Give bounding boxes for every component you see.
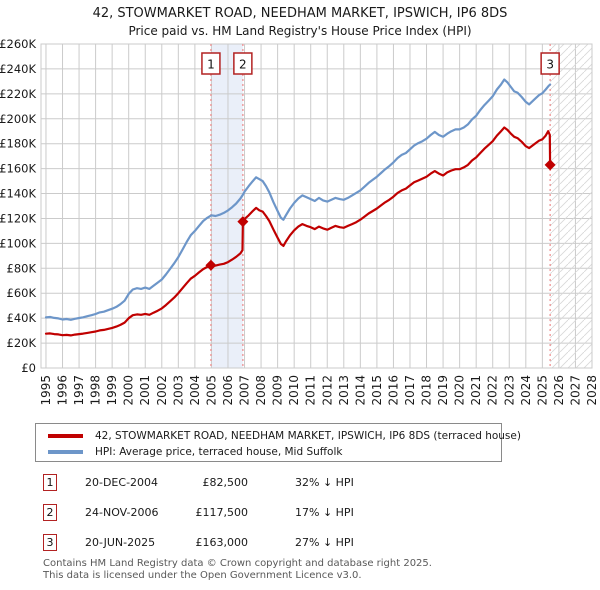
footer-line-1: Contains HM Land Registry data © Crown c… [43,558,432,569]
x-axis-label: 2025 [535,375,549,406]
y-axis-label: £40K [7,311,37,325]
y-axis-label: £100K [0,236,36,250]
x-axis-label: 2027 [568,375,582,406]
transaction-2-date: 24-NOV-2006 [85,506,159,519]
y-axis-label: £0 [21,361,36,375]
y-axis-label: £60K [7,286,37,300]
x-axis-label: 2012 [320,375,334,406]
marker-label-box [233,52,253,75]
y-axis-label: £240K [0,62,36,76]
x-axis-label: 2017 [403,375,417,406]
transaction-3-marker-box: 3 [43,534,57,551]
x-axis-label: 2015 [370,375,384,406]
y-axis-label: £120K [0,211,36,225]
x-axis-label: 2016 [386,375,400,406]
transaction-1-hpi-delta: 32% ↓ HPI [295,476,354,489]
chart-legend: 42, STOWMARKET ROAD, NEEDHAM MARKET, IPS… [35,423,521,462]
x-axis-label: 2014 [353,375,367,406]
marker-label: 1 [207,58,215,72]
x-axis-label: 2005 [204,375,218,406]
x-axis-label: 2018 [420,375,434,406]
x-axis-label: 2020 [453,375,467,406]
x-axis-label: 1998 [89,375,103,406]
sale-point-diamond [544,159,556,171]
marker-label: 2 [239,58,247,72]
legend-item-property: 42, STOWMARKET ROAD, NEEDHAM MARKET, IPS… [48,428,521,444]
x-axis-label: 2026 [552,375,566,406]
future-hatch-region [550,44,592,368]
x-axis-label: 2013 [337,375,351,406]
transaction-2-price: £117,500 [195,506,249,519]
x-axis-label: 2001 [138,375,152,406]
x-axis-label: 2009 [271,375,285,406]
x-axis-label: 2021 [469,375,483,406]
x-axis-label: 1995 [39,375,53,406]
sale-point-diamond [205,259,217,271]
y-axis-label: £220K [0,87,36,101]
license-footer: Contains HM Land Registry data © Crown c… [43,558,432,582]
sale-point-diamond [237,216,249,228]
page-subtitle: Price paid vs. HM Land Registry's House … [128,24,472,38]
transaction-3-hpi-delta: 27% ↓ HPI [295,536,354,549]
y-axis-label: £80K [7,261,37,275]
hpi-line [44,78,552,321]
x-axis-label: 1996 [56,375,70,406]
transaction-2-marker-box: 2 [43,504,57,521]
marker-label: 3 [546,58,554,72]
y-axis-label: £20K [7,336,37,350]
x-axis-label: 2006 [221,375,235,406]
hpi-line-swatch [48,450,83,454]
x-axis-label: 2004 [188,375,202,406]
transaction-3-price: £163,000 [195,536,249,549]
x-axis-label: 2022 [486,375,500,406]
x-axis-label: 2002 [155,375,169,406]
price-chart-svg: £0 £20K £40K £60K £80K £100K £120K £140K £160K £1… [0,37,599,406]
transaction-1-marker-box: 1 [43,474,57,491]
x-axis-label: 1997 [72,375,86,406]
property-line-swatch [48,434,83,438]
sale-period-band [210,44,243,368]
x-axis-label: 2007 [238,375,252,406]
legend-label-property: 42, STOWMARKET ROAD, NEEDHAM MARKET, IPS… [95,430,521,442]
transaction-row-3: 3 20-JUN-2025 £163,000 27% ↓ HPI [0,534,600,554]
legend-label-hpi: HPI: Average price, terraced house, Mid … [95,446,343,458]
x-axis-label: 2008 [254,375,268,406]
property-price-line [44,126,552,337]
transaction-row-2: 2 24-NOV-2006 £117,500 17% ↓ HPI [0,504,600,524]
x-axis-label: 2023 [502,375,516,406]
transaction-1-date: 20-DEC-2004 [85,476,159,489]
transaction-1-price: £82,500 [202,476,249,489]
page-title: 42, STOWMARKET ROAD, NEEDHAM MARKET, IPS… [92,6,508,21]
x-axis-label: 2000 [122,375,136,406]
y-axis-label: £160K [0,162,36,176]
y-axis-label: £260K [0,37,36,51]
x-axis-label: 1999 [105,375,119,406]
x-axis-label: 2011 [304,375,318,406]
x-axis-label: 2003 [171,375,185,406]
transaction-2-hpi-delta: 17% ↓ HPI [295,506,354,519]
marker-label-box [540,52,560,75]
y-axis-label: £140K [0,187,36,201]
x-axis-label: 2010 [287,375,301,406]
legend-item-hpi: HPI: Average price, terraced house, Mid … [48,444,501,460]
y-axis-label: £180K [0,137,36,151]
transaction-row-1: 1 20-DEC-2004 £82,500 32% ↓ HPI [0,474,600,494]
x-axis-label: 2019 [436,375,450,406]
x-axis-label: 2028 [585,375,599,406]
transaction-3-date: 20-JUN-2025 [85,536,156,549]
marker-label-box [201,52,221,75]
x-axis-label: 2024 [519,375,533,406]
y-axis-label: £200K [0,112,36,126]
plot-border [40,43,593,369]
footer-line-2: This data is licensed under the Open Gov… [43,570,362,581]
